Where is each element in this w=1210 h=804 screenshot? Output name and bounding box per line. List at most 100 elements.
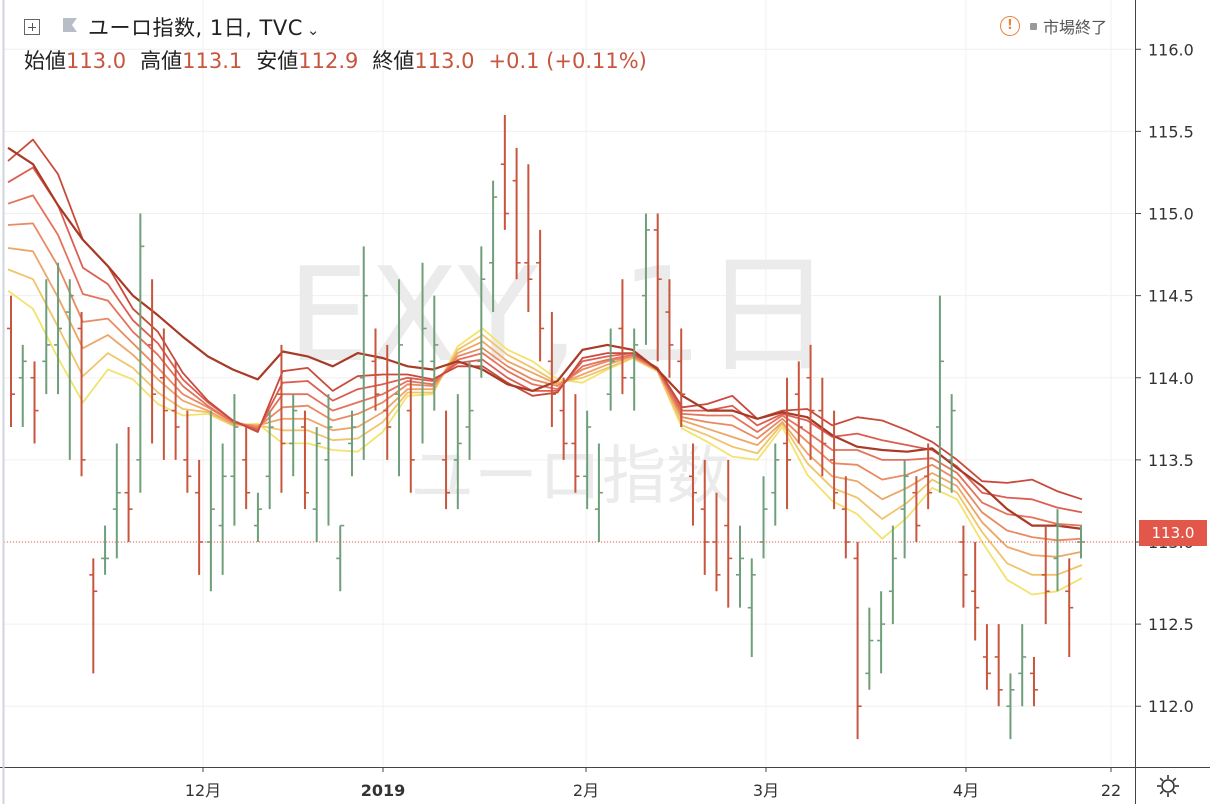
y-tick-label: 112.5: [1148, 615, 1194, 634]
ohlc-bar: [442, 410, 451, 510]
close-value: 113.0: [414, 49, 475, 73]
watermark-symbol: EXY, 1日: [287, 239, 833, 391]
ohlc-bar: [465, 361, 474, 460]
ohlc-bar: [841, 476, 850, 559]
watermark-name: ユーロ指数: [410, 440, 730, 514]
y-tick-label: 115.5: [1148, 122, 1194, 141]
ohlc-bar: [489, 180, 498, 313]
ohlc-bar: [571, 394, 580, 493]
ohlc-bar: [665, 279, 674, 378]
ohlc-bar: [183, 410, 192, 493]
ohlc-legend: 始値113.0 高値113.1 安値112.9 終値113.0 +0.1 (+0.11%…: [24, 45, 647, 75]
ohlc-bar: [371, 328, 380, 411]
ohlc-bar: [359, 246, 368, 460]
ohlc-bar: [630, 328, 639, 411]
ema-line: [7, 222, 1083, 542]
ohlc-bar: [547, 312, 556, 428]
high-value: 113.1: [182, 49, 243, 73]
y-tick-label: 112.0: [1148, 697, 1194, 716]
ohlc-bar: [477, 246, 486, 378]
ohlc-bar: [924, 443, 933, 510]
market-status-text: 市場終了: [1043, 18, 1108, 37]
ohlc-bar: [1018, 624, 1027, 707]
ohlc-bar: [230, 394, 239, 526]
x-tick-label: 3月: [753, 781, 779, 800]
ema-ribbon: [7, 138, 1083, 596]
ohlc-bar: [136, 213, 145, 493]
ohlc-bar: [618, 279, 627, 395]
ohlc-bar: [347, 410, 356, 477]
x-tick-label: 2月: [573, 781, 599, 800]
ohlc-bar: [994, 624, 1003, 707]
ema-line: [7, 138, 1083, 501]
ohlc-bar: [783, 377, 792, 510]
ohlc-bar: [218, 443, 227, 575]
ohlc-bar: [1029, 656, 1038, 707]
ohlc-bar: [195, 459, 204, 575]
ohlc-bar: [77, 312, 86, 477]
ohlc-bar: [395, 279, 404, 477]
ohlc-bar: [806, 344, 815, 460]
ohlc-bar: [641, 213, 650, 345]
ohlc-bar: [7, 295, 15, 428]
ohlc-bar: [206, 410, 215, 592]
ohlc-bar: [277, 344, 286, 493]
ohlc-bar: [935, 295, 944, 493]
y-tick-label: 114.0: [1148, 369, 1194, 388]
ema-line: [7, 247, 1083, 558]
low-value: 112.9: [298, 49, 359, 73]
ohlc-bar: [724, 459, 733, 608]
ohlc-bar: [877, 591, 886, 674]
ohlc-bar: [688, 443, 697, 526]
flag-icon[interactable]: [62, 17, 78, 33]
ohlc-bar: [794, 361, 803, 444]
warning-icon[interactable]: !: [1000, 16, 1020, 36]
add-symbol-icon[interactable]: [24, 19, 40, 35]
ohlc-bar: [30, 361, 39, 444]
ohlc-bar: [159, 328, 168, 460]
ohlc-bar: [430, 295, 439, 411]
ema-line: [7, 166, 1083, 514]
ohlc-bar: [747, 558, 756, 657]
ohlc-bar: [324, 394, 333, 526]
ohlc-bar: [594, 443, 603, 542]
ohlc-bar: [853, 541, 862, 740]
symbol-title[interactable]: ユーロ指数, 1日, TVC ⌄: [88, 12, 320, 42]
ohlc-bars: [7, 114, 1085, 740]
ohlc-bar: [406, 377, 415, 493]
ohlc-bar: [89, 558, 98, 674]
ohlc-bar: [242, 427, 251, 510]
ohlc-bar: [559, 377, 568, 460]
ohlc-bar: [1065, 558, 1074, 657]
ohlc-bar: [1006, 673, 1015, 740]
ohlc-bar: [982, 624, 991, 690]
chevron-down-icon[interactable]: ⌄: [306, 21, 320, 39]
gear-icon[interactable]: [1156, 774, 1180, 798]
ohlc-bar: [830, 410, 839, 510]
y-tick-label: 113.5: [1148, 451, 1194, 470]
ohlc-bar: [771, 443, 780, 526]
y-tick-label: 114.5: [1148, 287, 1194, 306]
ohlc-bar: [336, 524, 345, 592]
status-dot-icon: [1030, 22, 1037, 30]
ohlc-bar: [500, 114, 509, 230]
x-tick-label: 4月: [953, 781, 979, 800]
ohlc-bar: [583, 410, 592, 510]
ohlc-bar: [65, 279, 74, 460]
market-status[interactable]: ! 市場終了: [1000, 14, 1107, 38]
symbol-title-text: ユーロ指数, 1日, TVC: [88, 16, 303, 40]
ohlc-bar: [453, 394, 462, 510]
x-tick-label: 2019: [361, 781, 406, 800]
ohlc-bar: [1053, 509, 1062, 592]
ohlc-bar: [736, 525, 745, 608]
ohlc-bar: [300, 410, 309, 510]
ohlc-bar: [865, 607, 874, 690]
watermark: EXY, 1日 ユーロ指数: [287, 239, 833, 514]
ohlc-bar: [606, 328, 615, 411]
open-value: 113.0: [66, 49, 127, 73]
change-value: +0.1 (+0.11%): [488, 49, 647, 73]
last-price-tag: 113.0: [1139, 520, 1207, 546]
ohlc-bar: [289, 394, 298, 477]
